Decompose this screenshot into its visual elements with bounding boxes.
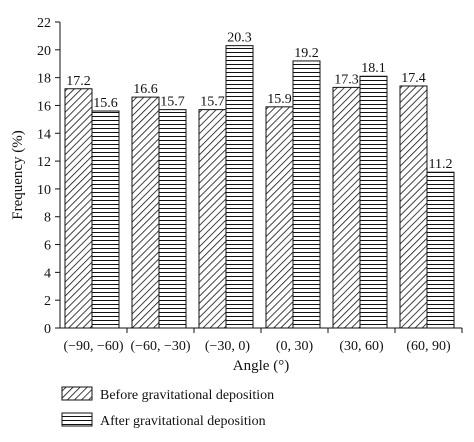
y-tick-label-12: 12	[37, 155, 51, 170]
data-label-series-2-6: 11.2	[429, 157, 453, 172]
data-label-series-1-1: 17.2	[66, 74, 91, 89]
y-tick-label-10: 10	[37, 183, 51, 198]
bar-series-1-6	[399, 85, 428, 329]
bar-series-2-5	[359, 75, 388, 329]
legend-swatch-2	[61, 412, 93, 427]
bar-series-1-4	[265, 106, 294, 329]
y-tick-label-18: 18	[37, 72, 51, 87]
bar-series-2-4	[292, 60, 321, 329]
y-tick-label-0: 0	[44, 322, 51, 337]
legend-label-1: Before gravitational deposition	[100, 388, 274, 403]
legend-label-2: After gravitational deposition	[100, 414, 266, 429]
bar-series-1-3	[198, 109, 227, 329]
data-label-series-1-5: 17.3	[334, 72, 359, 87]
x-category-label-1: (−90, −60)	[63, 339, 123, 354]
bar-series-1-1	[64, 88, 93, 329]
y-tick-label-6: 6	[44, 239, 51, 254]
x-axis-title: Angle (°)	[233, 358, 289, 374]
x-category-label-3: (−30, 0)	[205, 339, 251, 354]
data-label-series-1-4: 15.9	[267, 92, 292, 107]
x-category-label-5: (30, 60)	[339, 339, 384, 354]
bar-series-1-2	[131, 96, 160, 329]
x-category-label-4: (0, 30)	[276, 339, 314, 354]
axes: 0 2 4 6 8 10 12 14 16 18 20 22 (−90, −60) (−60, −30) (…	[10, 16, 463, 374]
data-label-series-2-5: 18.1	[361, 61, 386, 76]
plot-area: 17.216.615.7 15.917.3 17.415.6 15.720.319.2…	[64, 31, 455, 329]
data-label-series-2-1: 15.6	[93, 96, 118, 111]
y-axis-title: Frequency (%)	[10, 130, 26, 220]
data-label-series-1-3: 15.7	[200, 95, 225, 110]
bar-series-2-3	[225, 45, 254, 329]
data-label-series-2-4: 19.2	[294, 46, 319, 61]
data-label-series-1-2: 16.6	[133, 82, 158, 97]
y-tick-label-4: 4	[44, 266, 51, 281]
y-tick-label-20: 20	[37, 44, 51, 59]
y-tick-label-8: 8	[44, 211, 51, 226]
bar-series-2-6	[426, 171, 455, 329]
x-category-label-6: (60, 90)	[406, 339, 451, 354]
bar-series-2-1	[91, 110, 120, 329]
data-label-series-1-6: 17.4	[401, 71, 426, 86]
x-category-label-2: (−60, −30)	[130, 339, 190, 354]
data-label-series-2-2: 15.7	[160, 95, 185, 110]
y-tick-label-14: 14	[37, 127, 51, 142]
y-tick-label-16: 16	[37, 99, 51, 114]
y-tick-label-22: 22	[37, 16, 51, 31]
legend: Before gravitational deposition After gra…	[61, 386, 274, 429]
y-tick-label-2: 2	[44, 294, 51, 309]
bar-series-1-5	[332, 86, 361, 329]
bar-series-2-2	[158, 109, 187, 329]
legend-swatch-1	[61, 386, 93, 401]
data-label-series-2-3: 20.3	[227, 31, 252, 46]
